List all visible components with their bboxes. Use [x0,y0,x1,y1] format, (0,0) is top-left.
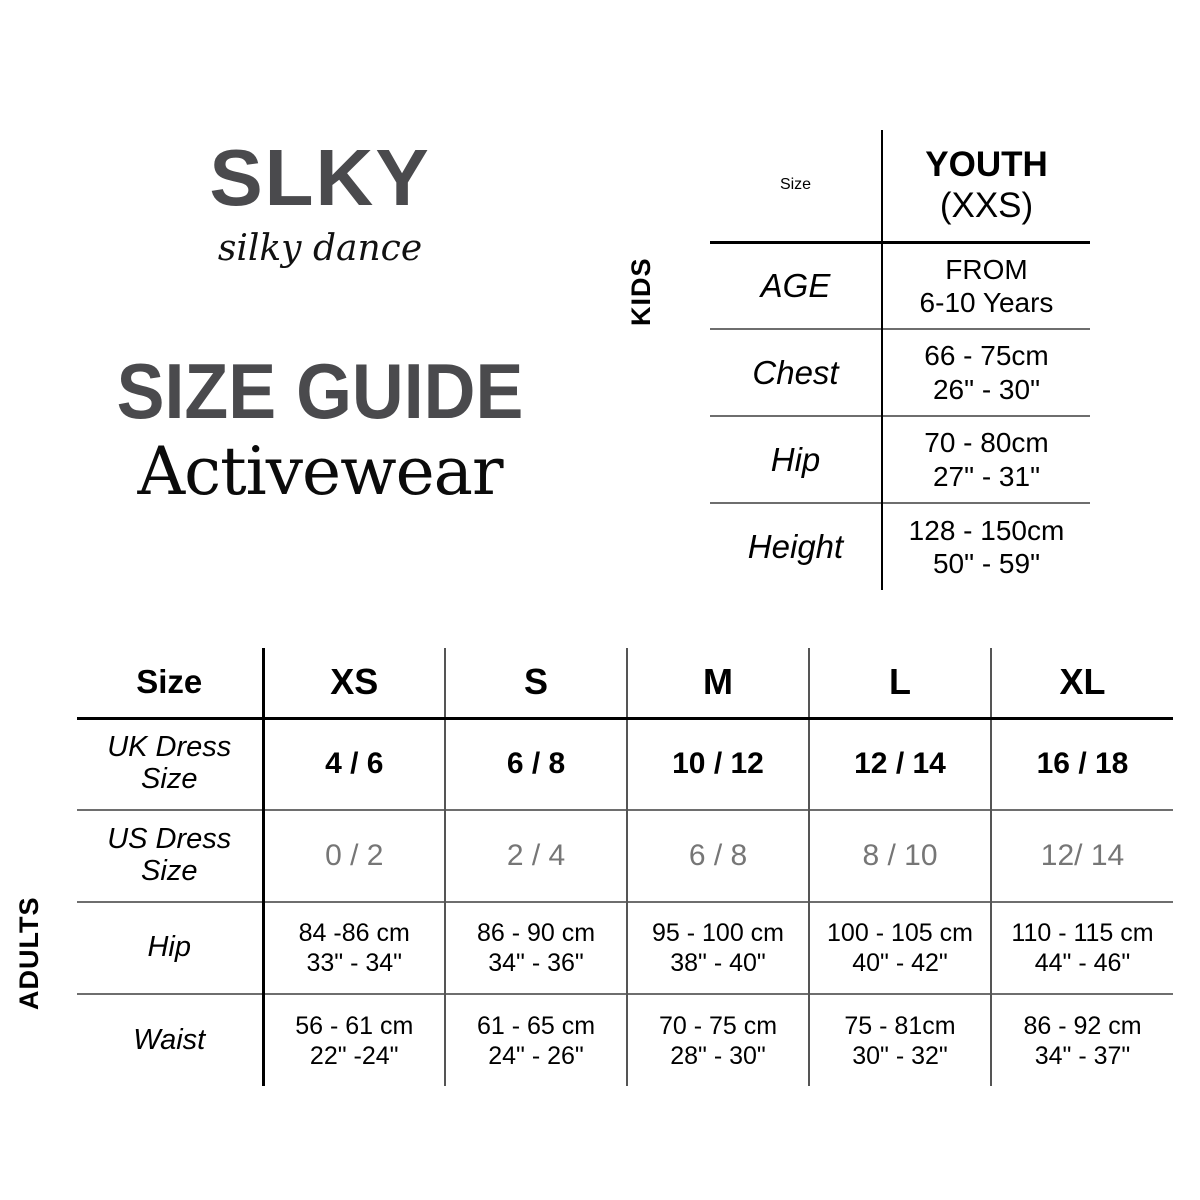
kids-value-hip-in: 27" - 31" [932,460,1041,492]
adults-uk-m: 10 / 12 [626,716,809,810]
adults-us-s: 2 / 4 [444,809,627,902]
adults-section: Size XS S M L XL UK Dress Size 4 / 6 6 /… [8,648,1188,1086]
kids-value-height-in: 50" - 59" [932,548,1041,579]
kids-row-label-height: Height [710,502,882,590]
adults-us-xl: 12/ 14 [990,809,1173,902]
kids-row-label-age: AGE [710,240,882,329]
kids-header-row: Size YOUTH (XXS) [710,130,1090,242]
adults-waist-xs-cm: 56 - 61 cm [295,1011,414,1040]
adults-hip-s-cm: 86 - 90 cm [476,919,596,947]
adults-row-us-dress-size: US Dress Size 0 / 2 2 / 4 6 / 8 8 / 10 1… [77,809,1173,902]
adults-row-waist: Waist 56 - 61 cm 22" -24" 61 - 65 cm 24"… [77,993,1173,1086]
adults-row-label-waist: Waist [77,993,263,1086]
adults-row-label-uk-line2: Size [141,763,198,796]
kids-value-height: 128 - 150cm 50" - 59" [881,502,1090,590]
adults-hip-xl: 110 - 115 cm 44" - 46" [990,901,1173,994]
kids-value-age-line1: FROM [945,253,1028,285]
kids-value-age-line2: 6-10 Years [919,286,1054,318]
adults-hip-m: 95 - 100 cm 38" - 40" [626,901,809,994]
adults-hip-xl-in: 44" - 46" [1034,949,1131,977]
adults-hip-xs-cm: 84 -86 cm [298,919,410,947]
adults-hip-l: 100 - 105 cm 40" - 42" [808,901,991,994]
adults-us-l: 8 / 10 [808,809,991,902]
adults-hip-xl-cm: 110 - 115 cm [1011,919,1154,947]
adults-waist-l-in: 30" - 32" [852,1041,948,1070]
page-title: SIZE GUIDE [116,347,524,435]
title-block: SIZE GUIDE Activewear [0,352,640,511]
kids-row-label-hip: Hip [710,415,882,503]
adults-row-label-us-line1: US Dress [107,823,232,856]
kids-header-youth: YOUTH (XXS) [881,130,1090,242]
kids-row-chest: Chest 66 - 75cm 26" - 30" [710,328,1090,416]
adults-us-xs: 0 / 2 [261,809,445,902]
kids-value-hip-cm: 70 - 80cm [924,427,1049,459]
kids-header-youth-line2: (XXS) [939,186,1034,226]
page-subtitle: Activewear [137,433,503,510]
kids-row-hip: Hip 70 - 80cm 27" - 31" [710,415,1090,503]
adults-waist-m-in: 28" - 30" [670,1041,766,1070]
kids-value-chest-cm: 66 - 75cm [924,340,1049,372]
kids-value-height-cm: 128 - 150cm [908,514,1065,546]
adults-header-row: Size XS S M L XL [77,648,1173,718]
adults-waist-s: 61 - 65 cm 24" - 26" [444,993,627,1086]
adults-uk-xs: 4 / 6 [261,716,445,810]
adults-hip-xs-in: 33" - 34" [306,949,403,977]
adults-hip-xs: 84 -86 cm 33" - 34" [261,901,445,994]
adults-waist-xl: 86 - 92 cm 34" - 37" [990,993,1173,1086]
adults-row-uk-dress-size: UK Dress Size 4 / 6 6 / 8 10 / 12 12 / 1… [77,716,1173,810]
adults-header-xs: XS [261,648,445,718]
adults-waist-xs-in: 22" -24" [309,1041,399,1070]
kids-section-label: KIDS [626,257,656,326]
kids-header-youth-line1: YOUTH [925,144,1048,184]
kids-row-height: Height 128 - 150cm 50" - 59" [710,502,1090,590]
adults-waist-l-cm: 75 - 81cm [844,1011,956,1040]
adults-waist-l: 75 - 81cm 30" - 32" [808,993,991,1086]
adults-uk-s: 6 / 8 [444,716,627,810]
adults-header-xl: XL [990,648,1173,718]
adults-row-label-us: US Dress Size [77,809,263,902]
brand-block: SLKY silky dance [0,133,640,276]
adults-hip-m-in: 38" - 40" [670,949,766,977]
adults-row-label-uk-line1: UK Dress [107,731,232,764]
adults-uk-l: 12 / 14 [808,716,991,810]
adults-header-size: Size [136,663,203,701]
adults-hip-l-cm: 100 - 105 cm [827,919,973,947]
adults-header-m: M [626,648,809,718]
brand-tagline: silky dance [217,228,423,269]
adults-hip-m-cm: 95 - 100 cm [651,919,784,947]
kids-section: KIDS Size YOUTH (XXS) AGE FROM 6-10 Year… [626,130,1100,590]
kids-size-table: Size YOUTH (XXS) AGE FROM 6-10 Years Che… [710,130,1090,590]
adults-row-label-uk: UK Dress Size [77,716,263,810]
kids-header-size: Size [779,176,812,194]
adults-header-l: L [808,648,991,718]
kids-value-hip: 70 - 80cm 27" - 31" [881,415,1090,503]
adults-hip-s-in: 34" - 36" [488,949,584,977]
adults-us-m: 6 / 8 [626,809,809,902]
kids-row-label-chest: Chest [710,328,882,416]
adults-header-s: S [444,648,627,718]
adults-waist-s-in: 24" - 26" [488,1041,584,1070]
kids-value-chest-in: 26" - 30" [932,373,1041,405]
brand-wordmark: SLKY [209,133,431,222]
adults-uk-xl: 16 / 18 [990,716,1173,810]
adults-waist-m-cm: 70 - 75 cm [658,1011,778,1040]
adults-size-table: Size XS S M L XL UK Dress Size 4 / 6 6 /… [77,648,1173,1086]
adults-row-label-hip: Hip [77,901,263,994]
adults-row-hip: Hip 84 -86 cm 33" - 34" 86 - 90 cm 34" -… [77,901,1173,994]
kids-value-chest: 66 - 75cm 26" - 30" [881,328,1090,416]
adults-waist-xs: 56 - 61 cm 22" -24" [261,993,445,1086]
adults-waist-xl-in: 34" - 37" [1034,1041,1131,1070]
adults-hip-s: 86 - 90 cm 34" - 36" [444,901,627,994]
adults-row-label-us-line2: Size [141,855,198,887]
kids-row-age: AGE FROM 6-10 Years [710,240,1090,329]
adults-hip-l-in: 40" - 42" [852,949,948,977]
adults-waist-s-cm: 61 - 65 cm [476,1011,596,1040]
kids-value-age: FROM 6-10 Years [881,240,1090,329]
adults-waist-m: 70 - 75 cm 28" - 30" [626,993,809,1086]
adults-waist-xl-cm: 86 - 92 cm [1023,1011,1142,1040]
